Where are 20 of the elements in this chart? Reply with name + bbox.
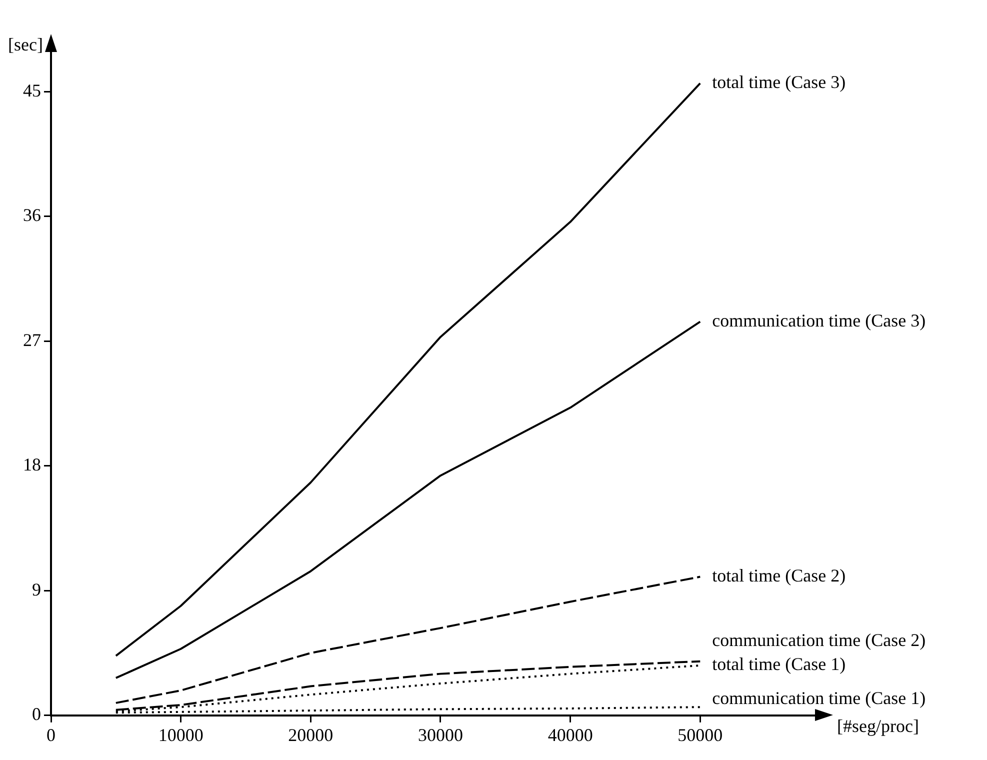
x-tick-label: 40000 [548,724,593,745]
x-tick-label: 10000 [158,724,204,745]
x-tick-label: 30000 [418,724,463,745]
series-label: total time (Case 2) [712,566,846,586]
series-label: communication time (Case 1) [712,688,926,708]
y-tick-label: 18 [23,454,41,475]
y-tick-label: 36 [23,205,41,226]
series-label: total time (Case 3) [712,72,846,92]
series-label: communication time (Case 2) [712,630,926,650]
y-tick-label: 9 [32,579,41,600]
x-tick-label: 0 [46,724,56,745]
y-tick-label: 27 [23,330,41,350]
x-tick-label: 20000 [288,724,334,745]
series-label: communication time (Case 3) [712,310,926,330]
y-axis-title: [sec] [8,34,43,55]
y-tick-label: 45 [23,80,41,100]
x-tick-label: 50000 [678,724,723,745]
y-tick-label: 0 [32,704,41,724]
series-label: total time (Case 1) [712,654,846,674]
x-axis-title: [#seg/proc] [837,716,919,736]
